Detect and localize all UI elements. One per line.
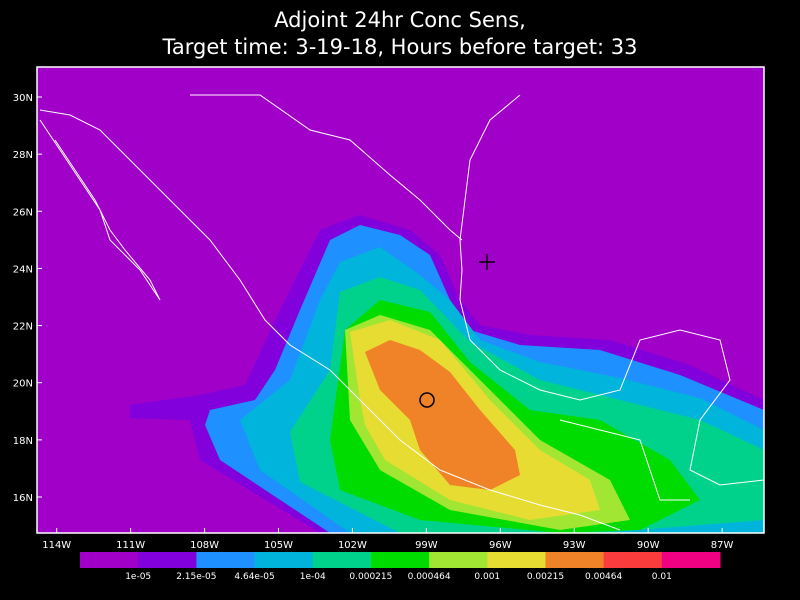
x-tick-label: 93W [563,540,586,551]
colorbar-label: 1e-05 [125,572,151,582]
coastlines [39,94,764,531]
colorbar-box [254,552,314,568]
coastline [39,109,621,531]
colorbar-label: 0.001 [474,572,500,582]
title-line: Target time: 3-19-18, Hours before targe… [162,35,638,59]
y-tick-label: 18N [13,436,33,447]
colorbar-label: 0.00215 [527,572,564,582]
colorbar-box [138,552,197,568]
y-tick-label: 28N [13,150,33,161]
colorbar-box [661,552,721,568]
y-tick-label: 16N [13,493,33,504]
x-tick-label: 87W [711,540,734,551]
colorbar-label: 0.01 [652,572,672,582]
border [190,94,463,241]
colorbar-box [487,552,546,568]
markers [419,254,495,408]
colorbar-box [545,552,605,568]
colorbar-box [429,552,488,568]
map-frame [36,66,765,534]
colorbar-box [312,552,372,568]
y-tick-label: 20N [13,379,33,390]
colorbar-label: 0.00464 [585,572,622,582]
colorbar-label: 0.000215 [349,572,392,582]
x-tick-label: 105W [264,540,293,551]
colorbar-label: 0.000464 [408,572,451,582]
x-tick-label: 111W [116,540,145,551]
x-tick-label: 99W [415,540,438,551]
source-circle [419,392,435,408]
colorbar-box [80,552,139,568]
colorbar-label: 4.64e-05 [234,572,274,582]
colorbar-box [603,552,663,568]
y-tick-label: 24N [13,264,33,275]
title-line: Adjoint 24hr Conc Sens, [274,8,526,32]
y-tick-label: 26N [13,207,33,218]
contour-band [365,340,520,490]
colorbar-label: 1e-04 [300,572,326,582]
x-tick-label: 90W [637,540,660,551]
x-tick-label: 114W [42,540,71,551]
x-tick-label: 108W [190,540,219,551]
target-cross [479,254,495,270]
colorbar-box [196,552,256,568]
y-tick-label: 22N [13,322,33,333]
contours [130,215,764,533]
y-tick-label: 30N [13,93,33,104]
colorbar-label: 2.15e-05 [176,572,216,582]
border [559,419,690,501]
coastline [39,119,161,301]
x-tick-label: 96W [489,540,512,551]
colorbar-box [370,552,430,568]
x-tick-label: 102W [338,540,367,551]
coastline [459,94,764,486]
